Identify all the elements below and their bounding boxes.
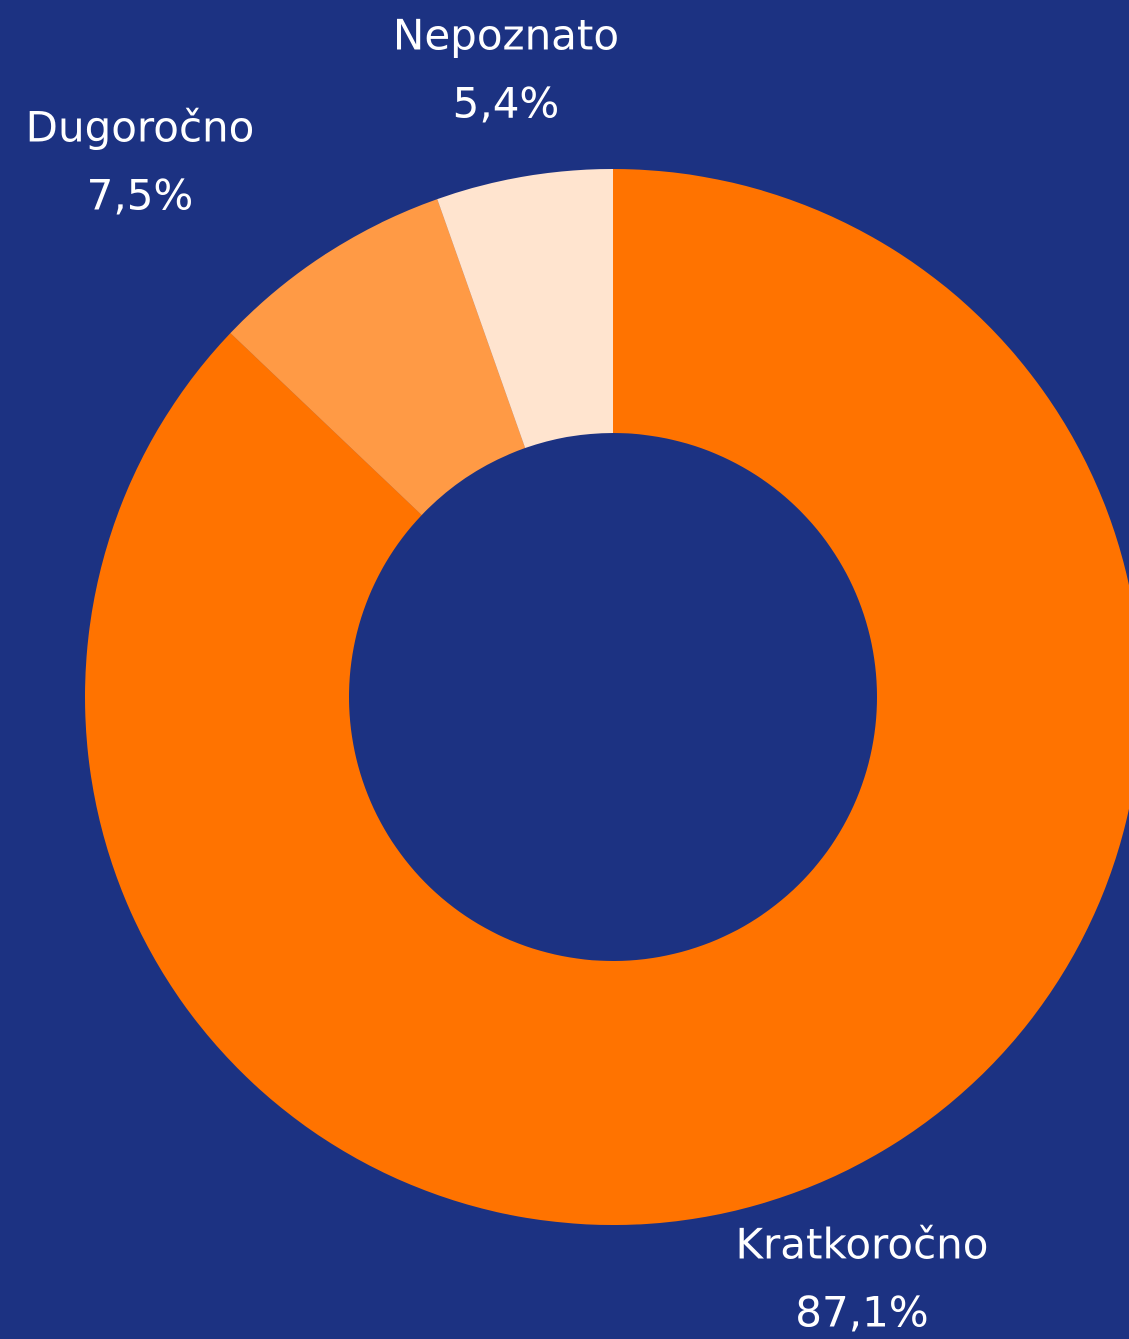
donut-segment [230,199,526,516]
value-label: 87,1% [795,1288,928,1337]
donut-segment [437,169,613,449]
segment-label: Kratkoročno [736,1220,989,1269]
value-label: 5,4% [453,79,560,128]
segment-label: Dugoročno [26,103,255,152]
donut-segment [85,169,1129,1225]
value-label: 7,5% [87,171,194,220]
segment-label: Nepoznato [393,11,619,60]
